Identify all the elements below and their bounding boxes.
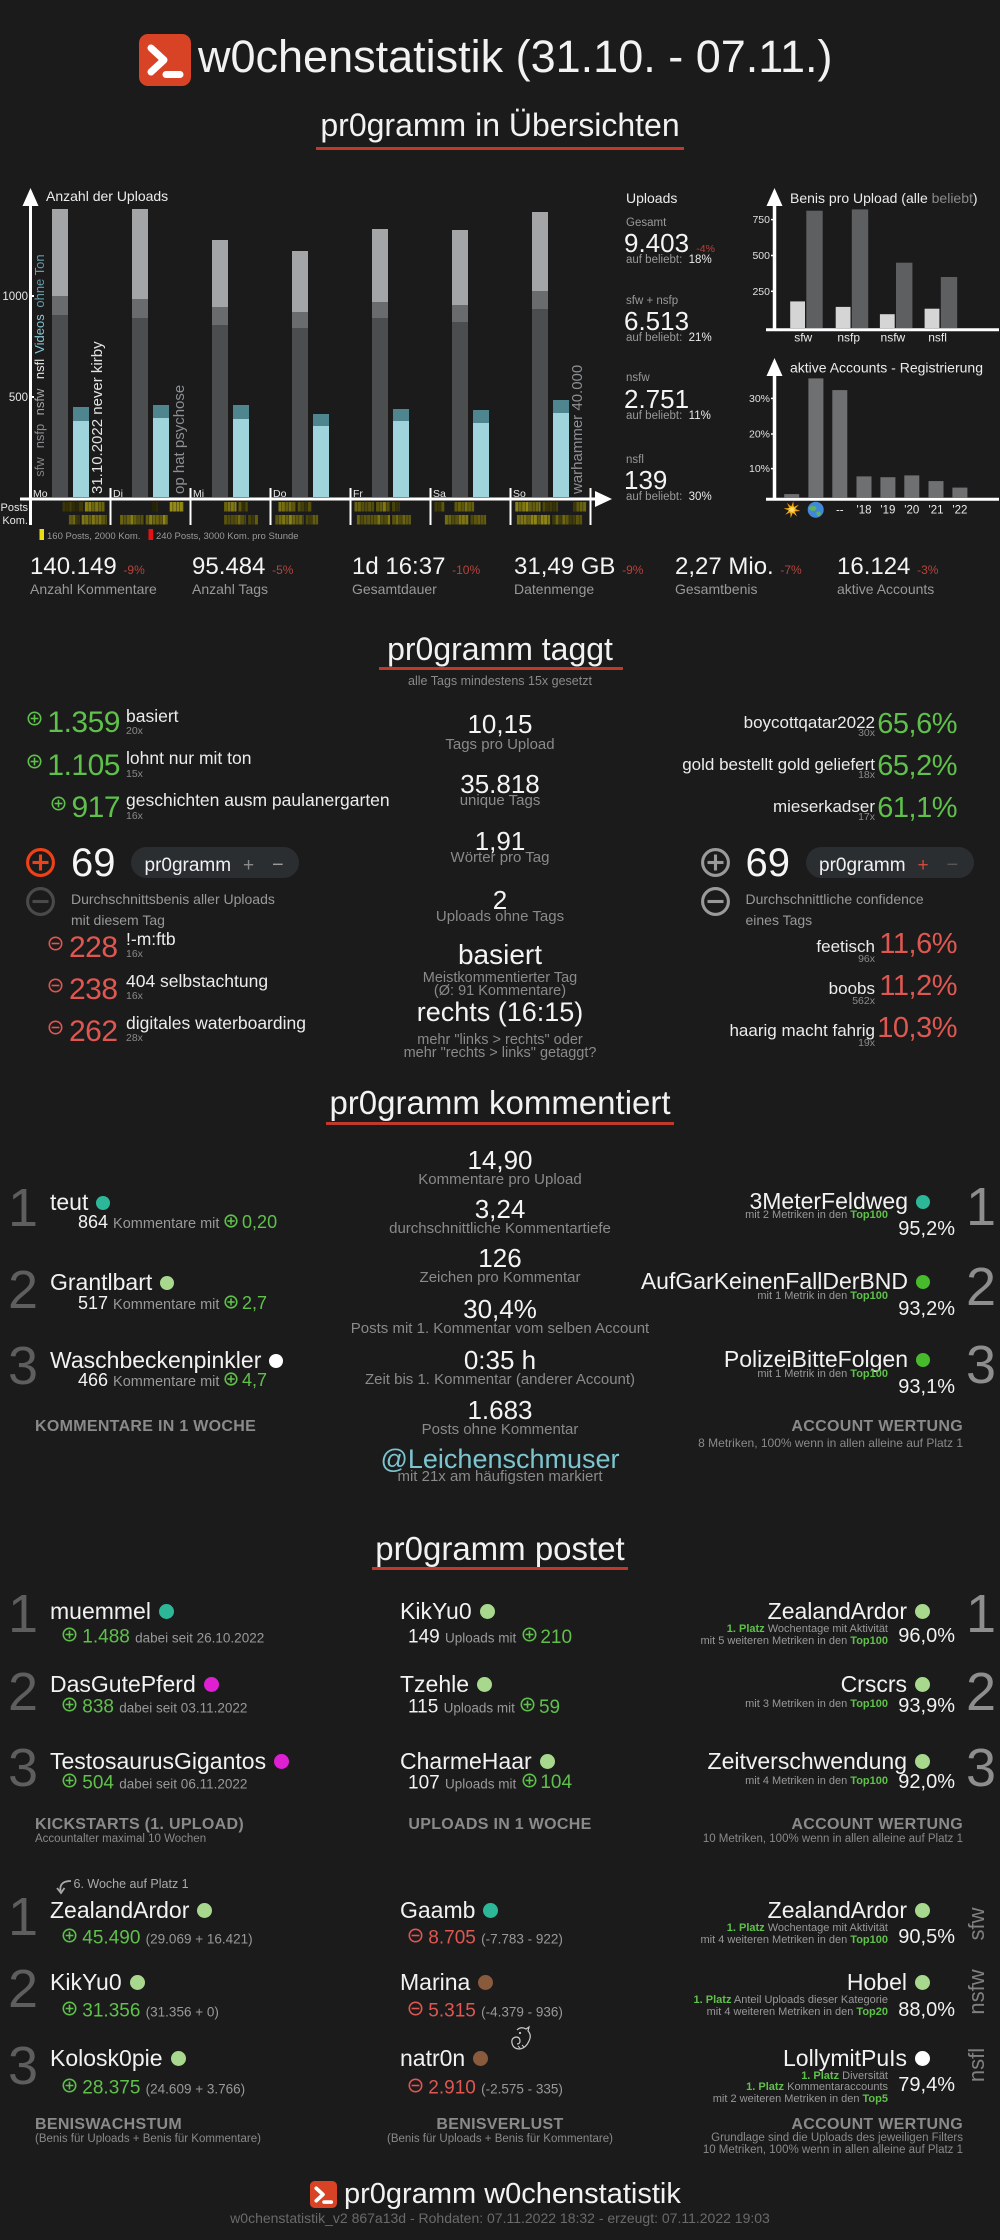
- svg-text:250: 250: [752, 286, 770, 298]
- svg-text:nsfw: nsfw: [32, 388, 47, 415]
- svg-text:500: 500: [752, 250, 770, 262]
- svg-text:Mi: Mi: [193, 488, 204, 500]
- svg-text:Mo: Mo: [33, 488, 48, 500]
- svg-text:aktive Accounts - Registrierun: aktive Accounts - Registrierung: [790, 359, 983, 375]
- svg-text:30%: 30%: [749, 393, 770, 405]
- svg-text:nsfp: nsfp: [32, 424, 47, 449]
- svg-text:'20: '20: [904, 505, 919, 517]
- svg-text:160 Posts, 2000 Kom.: 160 Posts, 2000 Kom.: [47, 531, 140, 542]
- svg-text:Kom.: Kom.: [2, 515, 28, 527]
- svg-text:'19: '19: [880, 505, 895, 517]
- svg-text:240 Posts, 3000 Kom. pro Stund: 240 Posts, 3000 Kom. pro Stunde: [156, 531, 299, 542]
- svg-text:Videos: Videos: [32, 314, 47, 354]
- svg-text:nsfp: nsfp: [837, 331, 860, 345]
- svg-text:Do: Do: [273, 488, 287, 500]
- svg-text:sfw: sfw: [794, 331, 812, 345]
- svg-text:nsfl: nsfl: [32, 359, 47, 379]
- svg-text:500: 500: [9, 392, 28, 404]
- svg-text:op hat psychose: op hat psychose: [171, 385, 188, 494]
- svg-text:nsfw: nsfw: [881, 331, 906, 345]
- svg-text:So: So: [513, 488, 526, 500]
- svg-text:31.10.2022 never kirby: 31.10.2022 never kirby: [89, 341, 106, 494]
- svg-text:Anzahl der Uploads: Anzahl der Uploads: [46, 188, 168, 204]
- svg-text:nsfl: nsfl: [928, 331, 947, 345]
- svg-text:'22: '22: [952, 505, 967, 517]
- svg-text:1000: 1000: [2, 291, 28, 303]
- svg-text:20%: 20%: [749, 429, 770, 441]
- svg-text:--: --: [836, 505, 844, 517]
- svg-text:10%: 10%: [749, 463, 770, 475]
- svg-text:ohne Ton: ohne Ton: [32, 254, 47, 307]
- svg-text:sfw: sfw: [32, 457, 47, 477]
- svg-text:750: 750: [752, 214, 770, 226]
- svg-text:'21: '21: [929, 505, 944, 517]
- svg-text:Posts: Posts: [0, 502, 28, 514]
- svg-text:Benis pro Upload (alle beliebt: Benis pro Upload (alle beliebt): [790, 190, 978, 206]
- svg-text:Fr: Fr: [353, 488, 363, 500]
- svg-text:warhammer 40.000: warhammer 40.000: [569, 365, 586, 495]
- svg-text:Di: Di: [113, 488, 123, 500]
- svg-text:'18: '18: [857, 505, 872, 517]
- svg-text:Sa: Sa: [433, 488, 446, 500]
